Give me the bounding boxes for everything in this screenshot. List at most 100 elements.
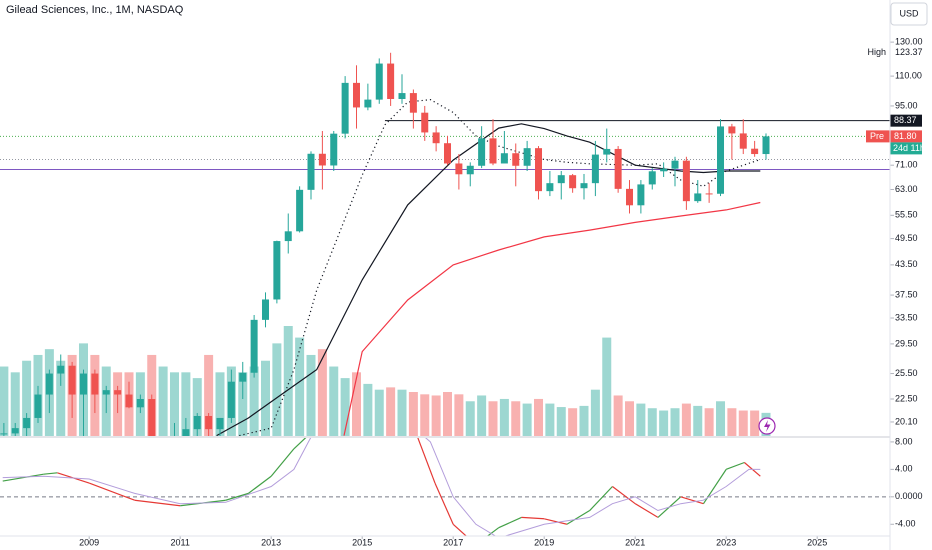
- osc-line-segment: [134, 499, 181, 507]
- x-tick-label: 2011: [171, 537, 190, 547]
- candle-body: [341, 82, 349, 134]
- volume-bar: [704, 408, 714, 436]
- volume-bar: [420, 394, 430, 436]
- volume-bar: [352, 372, 362, 436]
- x-tick-label: 2021: [625, 537, 645, 547]
- currency-button[interactable]: [890, 2, 928, 26]
- volume-bar: [10, 372, 20, 436]
- x-tick-label: 2019: [534, 537, 554, 547]
- volume-bar: [238, 372, 248, 436]
- osc-signal-line: [2, 438, 761, 536]
- x-tick-label: 2013: [261, 537, 281, 547]
- volume-bar: [56, 360, 66, 436]
- volume-bar: [465, 401, 475, 436]
- candle-body: [455, 163, 463, 175]
- candle-body: [694, 193, 702, 202]
- volume-bar: [295, 337, 305, 436]
- candle-body: [717, 126, 725, 194]
- volume-bar: [738, 410, 748, 436]
- candle-body: [364, 99, 372, 108]
- candle-body: [11, 428, 19, 434]
- osc-line-segment: [566, 510, 591, 525]
- x-tick-label: 2009: [79, 537, 99, 547]
- x-tick-label: 2025: [807, 537, 827, 547]
- osc-line-segment: [434, 482, 454, 525]
- volume-bar: [363, 383, 373, 436]
- oscillator-pane: [0, 438, 890, 536]
- volume-bar: [681, 403, 691, 436]
- osc-line-segment: [88, 482, 135, 501]
- candle-body: [23, 417, 31, 429]
- y-tick-label: 110.00: [895, 70, 922, 80]
- currency-label[interactable]: USD: [899, 8, 919, 18]
- candle-body: [671, 160, 679, 169]
- y-tick-label: 43.50: [895, 259, 918, 269]
- candle-body: [478, 138, 486, 166]
- x-tick-label: 2015: [352, 537, 372, 547]
- candle-body: [125, 394, 133, 408]
- candle-body: [626, 188, 634, 206]
- osc-tick-label: -4.00: [895, 519, 916, 529]
- candle-body: [353, 82, 361, 108]
- title-backdrop: [0, 0, 240, 18]
- volume-bar: [693, 405, 703, 436]
- candle-body: [500, 153, 508, 164]
- osc-line-segment: [417, 438, 436, 484]
- level-tag-label: 88.37: [894, 115, 917, 125]
- candle-body: [569, 175, 577, 189]
- volume-bar: [0, 366, 9, 436]
- price-pane: [0, 52, 890, 436]
- volume-bar: [340, 378, 350, 436]
- candle-body: [728, 126, 736, 134]
- osc-line-segment: [498, 516, 522, 529]
- candle-body: [216, 417, 224, 430]
- volume-bar: [590, 389, 600, 436]
- candle-body: [284, 231, 292, 242]
- osc-line-segment: [521, 516, 545, 520]
- candle-body: [307, 153, 315, 190]
- candle-body: [182, 429, 190, 436]
- volume-bar: [750, 410, 760, 436]
- volume-bar: [545, 403, 555, 436]
- high-value: 123.37: [895, 47, 923, 57]
- volume-bar: [659, 410, 669, 436]
- volume-bar: [727, 408, 737, 436]
- candle-body: [682, 160, 690, 202]
- osc-line-segment: [248, 475, 272, 494]
- candle-body: [193, 415, 201, 430]
- candle-body: [739, 133, 747, 149]
- moving-average: [239, 98, 761, 436]
- candle-body: [261, 299, 269, 320]
- volume-bar: [443, 392, 453, 436]
- volume-bar: [534, 398, 544, 436]
- volume-bar: [317, 349, 327, 436]
- event-icon-bolt: [764, 420, 771, 432]
- y-tick-label: 130.00: [895, 36, 923, 46]
- volume-bar: [283, 326, 293, 436]
- volume-bar: [579, 405, 589, 436]
- candle-body: [580, 183, 588, 189]
- candle-body: [762, 136, 770, 155]
- osc-line-segment: [634, 503, 659, 518]
- y-tick-label: 29.50: [895, 338, 918, 348]
- volume-bar: [158, 366, 168, 436]
- volume-bar: [272, 343, 282, 436]
- candle-body: [523, 148, 531, 166]
- volume-bar: [488, 401, 498, 436]
- volume-bar: [374, 389, 384, 436]
- candle-body: [489, 138, 497, 164]
- volume-bar: [613, 395, 623, 436]
- candle-body: [239, 372, 247, 382]
- countdown-tag: [890, 142, 922, 155]
- volume-bar: [511, 401, 521, 436]
- candle-body: [296, 189, 304, 232]
- volume-bar: [625, 401, 635, 436]
- session-label: Pre: [870, 131, 884, 141]
- candle-body: [705, 193, 713, 195]
- candle-body: [68, 365, 76, 395]
- candle-body: [660, 168, 668, 172]
- y-tick-label: 33.50: [895, 312, 918, 322]
- volume-bar: [522, 403, 532, 436]
- osc-line-segment: [270, 448, 295, 477]
